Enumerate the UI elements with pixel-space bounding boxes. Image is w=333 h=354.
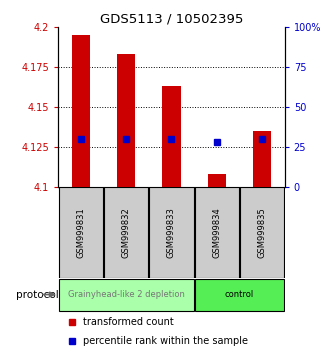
Bar — [72, 35, 90, 187]
Bar — [194, 187, 239, 278]
Bar — [208, 175, 226, 187]
Bar — [104, 187, 149, 278]
Bar — [117, 54, 135, 187]
Bar — [149, 187, 194, 278]
Text: GSM999835: GSM999835 — [257, 207, 267, 258]
Bar — [163, 86, 180, 187]
Text: control: control — [225, 290, 254, 299]
Text: GSM999833: GSM999833 — [167, 207, 176, 258]
Text: transformed count: transformed count — [83, 317, 174, 327]
Text: Grainyhead-like 2 depletion: Grainyhead-like 2 depletion — [68, 290, 184, 299]
Text: protocol: protocol — [16, 290, 59, 299]
Bar — [240, 187, 284, 278]
Bar — [59, 187, 103, 278]
Text: GSM999832: GSM999832 — [122, 207, 131, 258]
Text: GSM999834: GSM999834 — [212, 207, 221, 258]
Bar — [194, 279, 284, 311]
Bar — [253, 131, 271, 187]
Title: GDS5113 / 10502395: GDS5113 / 10502395 — [100, 12, 243, 25]
Bar — [59, 279, 194, 311]
Text: GSM999831: GSM999831 — [76, 207, 86, 258]
Text: percentile rank within the sample: percentile rank within the sample — [83, 336, 248, 346]
